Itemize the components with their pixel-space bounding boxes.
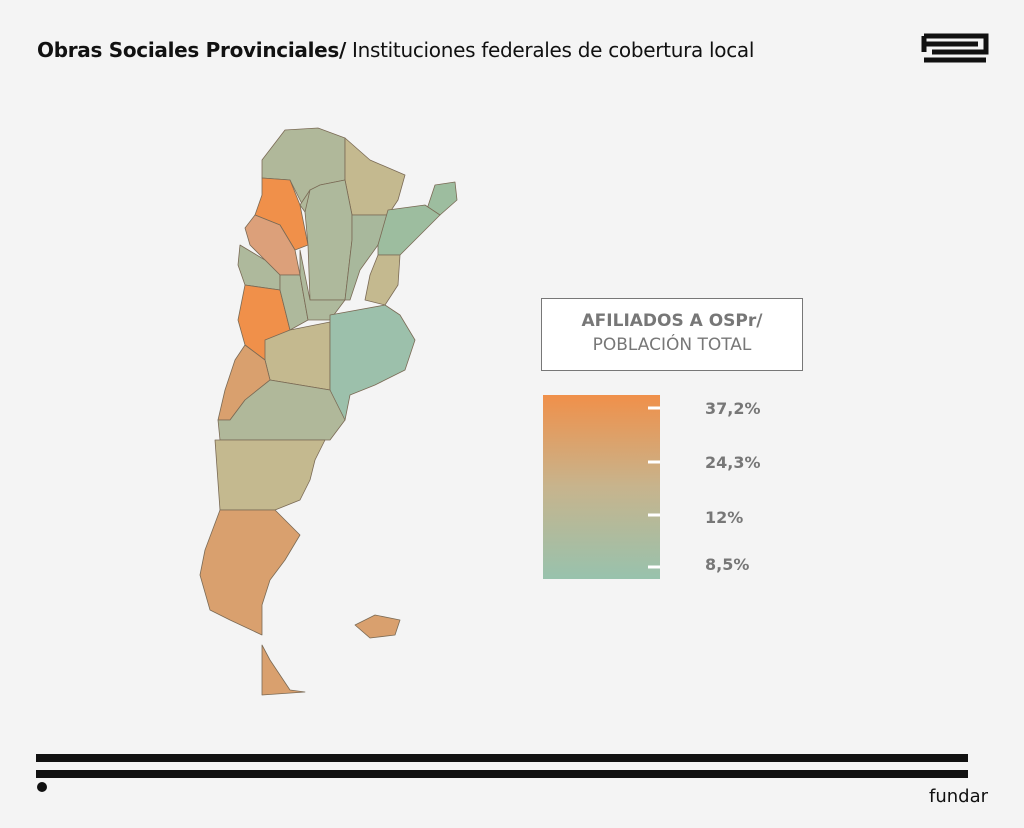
title-regular: Instituciones federales de cobertura loc… [352,38,755,62]
legend-title-line: POBLACIÓN TOTAL [592,335,752,355]
legend-tick-label: 24,3% [705,453,761,472]
logo [921,33,989,63]
title-bold: Obras Sociales Provinciales/ [37,38,347,62]
legend-tick-marks [648,406,660,569]
legend-gradient [543,395,660,579]
title: Obras Sociales Provinciales/Institucione… [37,38,754,62]
legend-tick-label: 37,2% [705,399,761,418]
argentina-map [199,127,458,696]
footer-bars [36,754,968,792]
legend-tick-label: 12% [705,508,744,527]
legend-title: AFILIADOS A OSPr/ POBLACIÓN TOTAL [541,298,803,371]
brand: fundar [928,786,988,807]
legend-tick-label: 8,5% [705,555,750,574]
legend-title-line: AFILIADOS A OSPr/ [581,311,763,331]
